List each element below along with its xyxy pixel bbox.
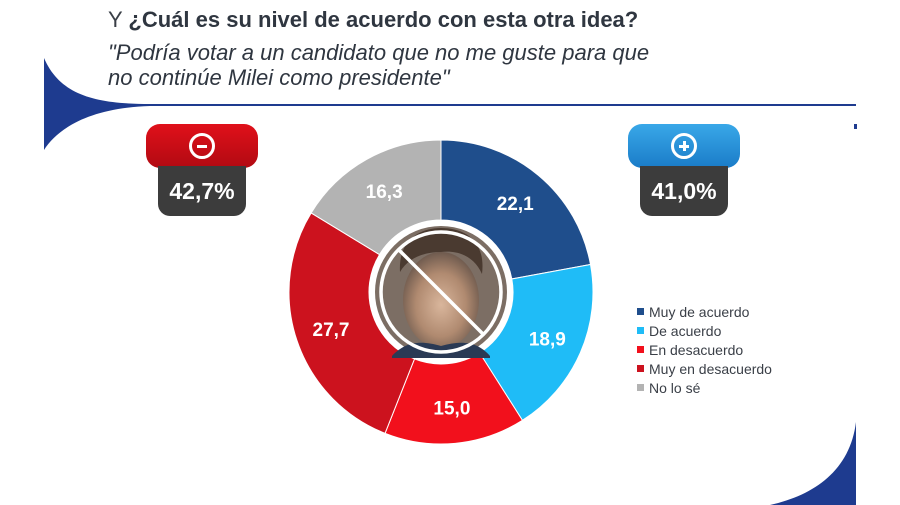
- minus-icon: [189, 133, 215, 159]
- plus-icon: [671, 133, 697, 159]
- positive-badge: [628, 124, 740, 168]
- slice-value-label: 16,3: [366, 182, 403, 203]
- negative-total: 42,7%: [158, 166, 246, 216]
- legend-swatch: [637, 308, 644, 315]
- legend-label: Muy de acuerdo: [649, 303, 750, 320]
- chart-subtitle: "Podría votar a un candidato que no me g…: [108, 40, 808, 90]
- chart-title: Y ¿Cuál es su nivel de acuerdo con esta …: [108, 8, 868, 32]
- legend-item: No lo sé: [637, 378, 772, 397]
- legend-swatch: [637, 365, 644, 372]
- legend-swatch: [637, 384, 644, 391]
- legend-swatch: [637, 346, 644, 353]
- legend-label: De acuerdo: [649, 322, 722, 339]
- positive-total: 41,0%: [640, 166, 728, 216]
- legend-swatch: [637, 327, 644, 334]
- chart-legend: Muy de acuerdo De acuerdo En desacuerdo Muy…: [637, 302, 772, 397]
- legend-item: Muy en desacuerdo: [637, 359, 772, 378]
- slice-value-label: 27,7: [313, 320, 350, 341]
- slice-value-label: 18,9: [529, 329, 566, 350]
- legend-label: En desacuerdo: [649, 341, 744, 358]
- crossed-out-portrait-icon: [369, 220, 513, 364]
- legend-item: En desacuerdo: [637, 340, 772, 359]
- legend-item: Muy de acuerdo: [637, 302, 772, 321]
- legend-label: No lo sé: [649, 379, 701, 396]
- legend-item: De acuerdo: [637, 321, 772, 340]
- title-prefix: Y: [108, 7, 123, 32]
- subtitle-line-2: no continúe Milei como presidente": [108, 65, 450, 90]
- title-question: ¿Cuál es su nivel de acuerdo con esta ot…: [128, 7, 639, 32]
- slice-value-label: 22,1: [497, 194, 534, 215]
- subtitle-line-1: "Podría votar a un candidato que no me g…: [108, 40, 650, 65]
- negative-badge: [146, 124, 258, 168]
- slice-value-label: 15,0: [433, 398, 470, 419]
- legend-label: Muy en desacuerdo: [649, 360, 772, 377]
